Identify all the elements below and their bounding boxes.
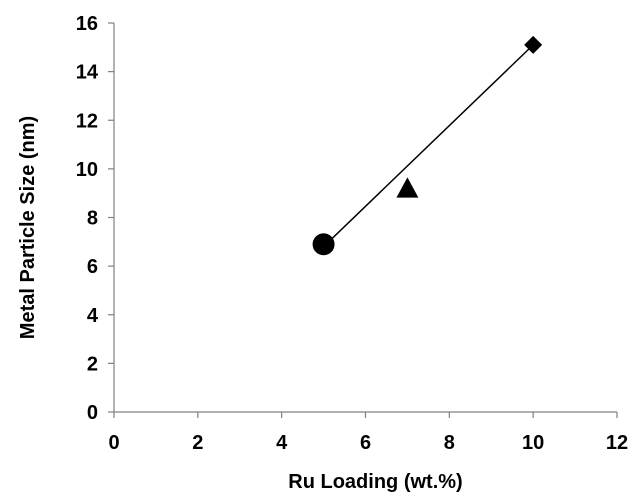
data-points [312,35,543,256]
x-tick-label: 0 [108,432,119,454]
x-tick-label: 10 [522,432,544,454]
x-tick-label: 2 [192,432,203,454]
data-point-circle [312,233,335,256]
y-tick-label: 10 [76,159,98,181]
y-tick-label: 0 [87,402,98,424]
x-tick-label: 6 [360,432,371,454]
x-tick-label: 12 [606,432,628,454]
y-tick-label: 12 [76,110,98,132]
y-tick-label: 4 [87,305,99,327]
trendline [323,44,534,248]
y-tick-label: 2 [87,353,98,375]
data-point-triangle [396,177,419,198]
axes [108,22,618,418]
y-axis-title: Metal Particle Size (nm) [17,116,39,339]
x-tick-label: 8 [444,432,455,454]
trendline-group [323,44,534,248]
x-axis-title: Ru Loading (wt.%) [288,471,462,493]
y-tick-label: 8 [87,208,98,230]
data-point-diamond [524,35,543,54]
y-tick-label: 14 [76,62,99,84]
y-tick-label: 6 [87,256,98,278]
y-tick-label: 16 [76,13,98,35]
x-tick-label: 4 [276,432,288,454]
tick-labels: 0 2 4 6 8 10 12 14 16 0 2 4 6 8 10 12 [76,13,628,454]
